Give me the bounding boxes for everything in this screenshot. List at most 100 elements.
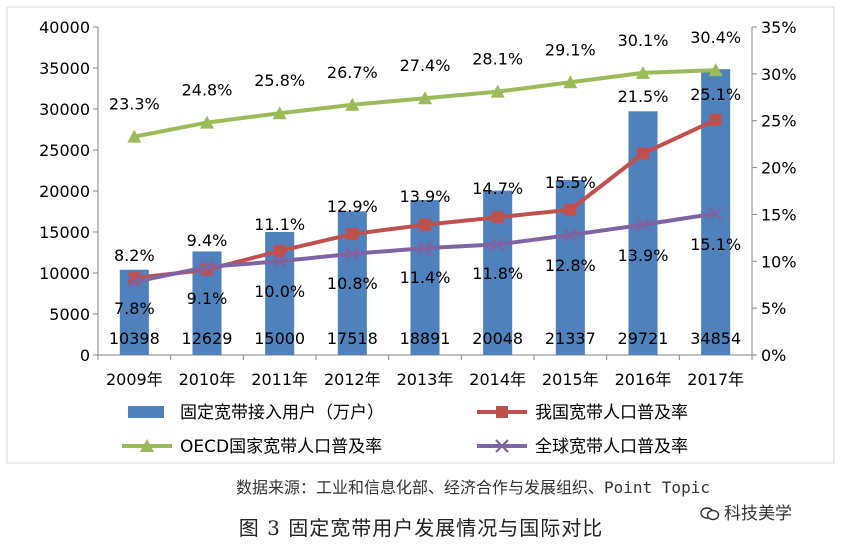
bar-value-label: 20048 (472, 329, 523, 348)
bar-value-label: 34854 (690, 329, 741, 348)
y-right-tick-label: 25% (761, 112, 797, 131)
source-note: 数据来源：工业和信息化部、经济合作与发展组织、Point Topic (236, 478, 710, 497)
y-right-tick-label: 10% (761, 252, 797, 271)
bar-value-label: 10398 (109, 329, 160, 348)
marker-square (491, 211, 504, 224)
oecd-data-label: 27.4% (400, 56, 451, 75)
oecd-data-label: 28.1% (472, 50, 523, 69)
x-tick-label: 2014年 (469, 370, 526, 389)
x-tick-label: 2016年 (615, 370, 672, 389)
global-data-label: 7.8% (114, 299, 155, 318)
marker-x (127, 275, 142, 289)
marker-triangle (272, 106, 287, 120)
y-right-tick-label: 0% (761, 346, 786, 365)
x-tick-label: 2017年 (687, 370, 744, 389)
y-right-tick-label: 20% (761, 159, 797, 178)
wechat-icon (700, 507, 720, 521)
y-left-tick-label: 5000 (49, 305, 90, 324)
y-left-tick-label: 40000 (39, 18, 90, 37)
marker-x (708, 206, 723, 221)
china-data-label: 25.1% (690, 85, 741, 104)
global-data-label: 9.1% (187, 289, 228, 308)
marker-x (345, 247, 360, 261)
marker-square (346, 228, 359, 241)
china-data-label: 8.2% (114, 246, 155, 265)
x-tick-label: 2015年 (542, 370, 599, 389)
marker-x (418, 241, 432, 255)
global-data-label: 10.8% (327, 274, 378, 293)
oecd-data-label: 23.3% (109, 95, 160, 114)
y-left-tick-label: 20000 (39, 182, 90, 201)
marker-square (637, 147, 649, 160)
marker-triangle (200, 115, 214, 129)
oecd-data-label: 25.8% (254, 71, 305, 90)
oecd-data-label: 30.4% (690, 28, 741, 47)
chart: 0 5000 10000 15000 20000 25000 30000 35000 40000… (6, 6, 835, 464)
bar-value-label: 29721 (618, 329, 669, 348)
oecd-data-label: 30.1% (618, 31, 669, 50)
legend-label: 全球宽带人口普及率 (535, 437, 688, 457)
figure-caption: 图 3 固定宽带用户发展情况与国际对比 (238, 516, 604, 540)
bar-value-label: 12629 (182, 329, 233, 348)
china-data-label: 9.4% (187, 231, 228, 250)
y-left-tick-label: 35000 (39, 59, 90, 78)
oecd-data-label: 29.1% (545, 40, 596, 59)
legend-label: 我国宽带人口普及率 (535, 403, 688, 423)
y-right-tick-label: 35% (761, 18, 797, 37)
y-right-tick-label: 15% (761, 205, 797, 224)
marker-triangle (490, 84, 505, 98)
marker-square (273, 244, 286, 257)
marker-triangle (708, 63, 723, 77)
marker-x (636, 217, 650, 232)
y-left-tick-label: 10000 (39, 264, 90, 283)
y-left-tick-label: 25000 (39, 141, 90, 160)
bar-value-label: 15000 (254, 329, 305, 348)
global-data-label: 15.1% (690, 235, 741, 254)
global-data-label: 13.9% (618, 246, 669, 265)
marker-triangle (140, 439, 154, 452)
watermark-text: 科技美学 (724, 504, 792, 524)
marker-triangle (636, 65, 650, 79)
china-data-label: 21.5% (618, 87, 669, 106)
legend-label: 固定宽带接入用户（万户） (180, 403, 384, 423)
bar-value-label: 17518 (327, 329, 378, 348)
bar-value-label: 21337 (545, 329, 596, 348)
x-tick-label: 2009年 (106, 370, 163, 389)
global-data-label: 11.8% (472, 264, 523, 283)
global-data-label: 12.8% (545, 256, 596, 275)
y-left-tick-label: 15000 (39, 223, 90, 242)
y-right-tick-label: 30% (761, 65, 797, 84)
global-data-label: 11.4% (400, 268, 451, 287)
marker-x (272, 254, 287, 269)
marker-x (200, 260, 214, 274)
china-data-label: 12.9% (327, 197, 378, 216)
legend-label: OECD国家宽带人口普及率 (180, 437, 382, 457)
bar-value-label: 18891 (400, 329, 451, 348)
oecd-data-label: 26.7% (327, 63, 378, 82)
oecd-data-label: 24.8% (182, 81, 233, 100)
x-tick-label: 2011年 (251, 370, 308, 389)
marker-x (490, 237, 505, 252)
marker-triangle (127, 129, 142, 143)
legend-swatch-bar (128, 406, 164, 418)
marker-square (709, 113, 722, 126)
marker-x (495, 439, 509, 453)
watermark: 科技美学 (700, 499, 792, 524)
china-data-label: 15.5% (545, 173, 596, 192)
marker-square (564, 203, 577, 216)
x-tick-label: 2010年 (179, 370, 236, 389)
y-left-tick-label: 30000 (39, 100, 90, 119)
y-left-tick-label: 0 (80, 346, 90, 365)
marker-triangle (418, 91, 432, 105)
china-data-label: 14.7% (472, 179, 523, 198)
global-data-label: 10.0% (254, 282, 305, 301)
marker-x (563, 228, 578, 242)
marker-triangle (563, 75, 578, 89)
china-data-label: 13.9% (400, 187, 451, 206)
marker-triangle (345, 97, 360, 111)
x-tick-label: 2013年 (397, 370, 454, 389)
marker-square (496, 406, 508, 418)
china-data-label: 11.1% (254, 215, 305, 234)
y-right-tick-label: 5% (761, 299, 786, 318)
x-tick-label: 2012年 (324, 370, 381, 389)
